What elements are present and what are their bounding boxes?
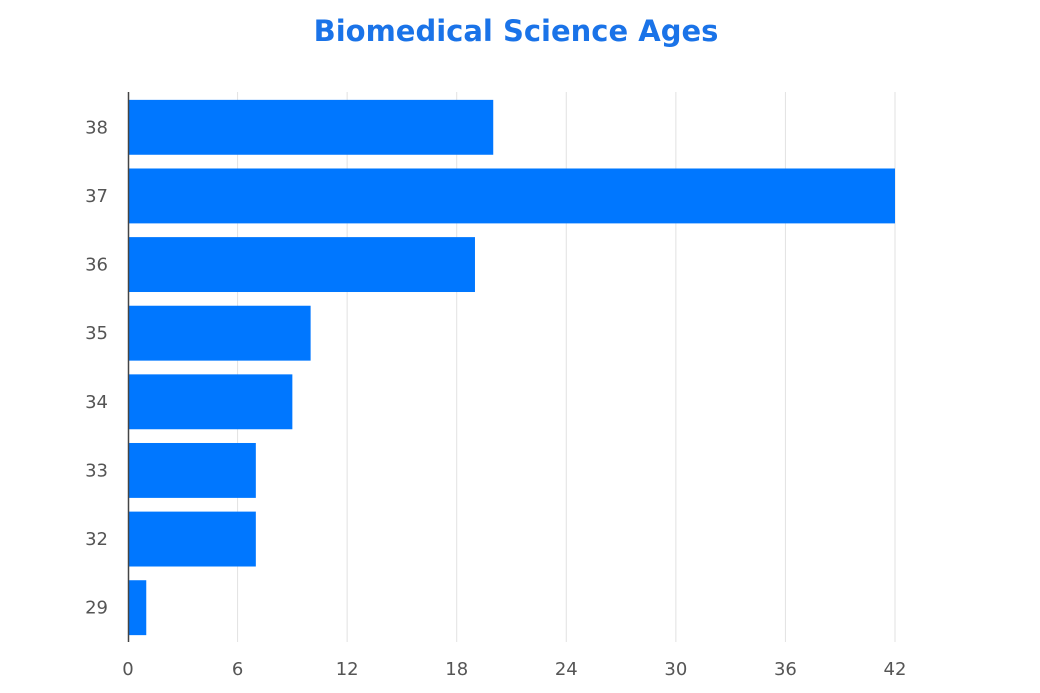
bar-34: [128, 374, 293, 430]
bar-29: [128, 580, 147, 636]
y-tick-label: 34: [85, 392, 108, 413]
x-tick-labels: 0 6 12 18 24 30 36 42: [122, 659, 906, 680]
x-tick-label: 36: [774, 659, 797, 680]
y-tick-label: 36: [85, 255, 108, 276]
bars: [128, 99, 895, 636]
y-tick-label: 33: [85, 460, 108, 481]
x-tick-label: 30: [664, 659, 687, 680]
y-tick-label: 37: [85, 186, 108, 207]
x-tick-label: 6: [232, 659, 243, 680]
bar-36: [128, 237, 475, 293]
x-tick-label: 0: [122, 659, 133, 680]
x-tick-label: 12: [336, 659, 359, 680]
x-tick-label: 18: [445, 659, 468, 680]
x-tick-label: 24: [555, 659, 578, 680]
bar-37: [128, 168, 895, 224]
y-tick-label: 29: [85, 598, 108, 619]
y-tick-label: 35: [85, 323, 108, 344]
y-tick-label: 32: [85, 529, 108, 550]
chart-title: Biomedical Science Ages: [313, 14, 719, 48]
x-tick-label: 42: [884, 659, 907, 680]
bar-33: [128, 442, 256, 498]
bar-32: [128, 511, 256, 567]
y-tick-label: 38: [85, 117, 108, 138]
y-tick-labels: 38 37 36 35 34 33 32 29: [85, 117, 108, 618]
bar-38: [128, 99, 494, 155]
bar-35: [128, 305, 311, 361]
